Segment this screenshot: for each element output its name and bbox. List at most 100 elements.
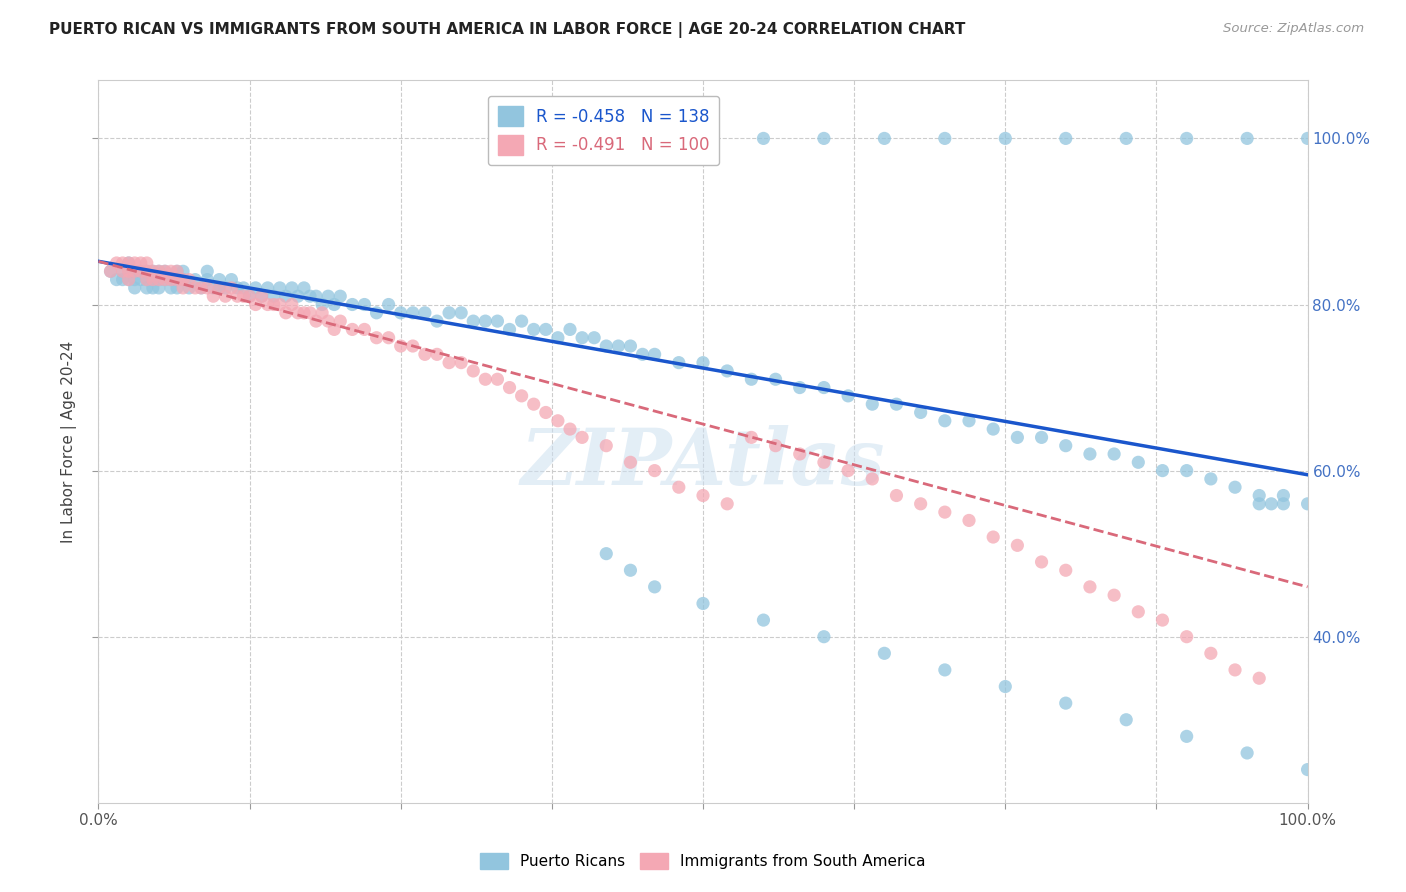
Point <box>813 131 835 145</box>
Point <box>281 297 304 311</box>
Point <box>195 272 218 286</box>
Point <box>486 372 509 386</box>
Point <box>239 289 262 303</box>
Point <box>402 339 425 353</box>
Point <box>269 297 291 311</box>
Point <box>813 380 835 394</box>
Text: ZIPAtlas: ZIPAtlas <box>520 425 886 501</box>
Point <box>886 489 908 503</box>
Point <box>1175 464 1198 478</box>
Point <box>1272 489 1295 503</box>
Point <box>1249 489 1271 503</box>
Point <box>463 364 485 378</box>
Point <box>994 131 1017 145</box>
Point <box>105 256 128 270</box>
Point <box>160 281 183 295</box>
Point <box>463 314 485 328</box>
Point <box>1249 497 1271 511</box>
Point <box>129 256 152 270</box>
Point <box>1175 730 1198 744</box>
Point <box>486 314 509 328</box>
Point <box>619 455 641 469</box>
Point <box>311 297 333 311</box>
Point <box>172 264 194 278</box>
Point <box>860 472 883 486</box>
Point <box>534 322 557 336</box>
Point <box>994 680 1017 694</box>
Point <box>274 289 297 303</box>
Point <box>250 289 273 303</box>
Point <box>523 322 546 336</box>
Point <box>221 272 243 286</box>
Point <box>135 264 157 278</box>
Point <box>148 272 170 286</box>
Point <box>571 331 593 345</box>
Point <box>837 464 859 478</box>
Point <box>179 281 201 295</box>
Point <box>789 447 811 461</box>
Point <box>740 372 762 386</box>
Point <box>323 297 346 311</box>
Point <box>957 414 980 428</box>
Point <box>934 505 956 519</box>
Point <box>523 397 546 411</box>
Point <box>692 131 714 145</box>
Point <box>129 264 152 278</box>
Point <box>353 297 375 311</box>
Point <box>789 380 811 394</box>
Point <box>160 272 183 286</box>
Point <box>619 339 641 353</box>
Point <box>129 264 152 278</box>
Point <box>437 306 460 320</box>
Point <box>214 281 236 295</box>
Point <box>547 331 569 345</box>
Point <box>124 264 146 278</box>
Point <box>498 380 520 394</box>
Point <box>558 422 581 436</box>
Point <box>124 264 146 278</box>
Point <box>292 306 315 320</box>
Point <box>644 347 666 361</box>
Point <box>860 397 883 411</box>
Point <box>142 264 165 278</box>
Point <box>184 272 207 286</box>
Point <box>765 439 787 453</box>
Point <box>311 306 333 320</box>
Point <box>299 306 322 320</box>
Point <box>256 281 278 295</box>
Point <box>166 281 188 295</box>
Point <box>281 281 304 295</box>
Point <box>135 256 157 270</box>
Point <box>342 322 364 336</box>
Point <box>118 256 141 270</box>
Point <box>450 356 472 370</box>
Point <box>1236 131 1258 145</box>
Point <box>377 297 399 311</box>
Point <box>269 281 291 295</box>
Point <box>100 264 122 278</box>
Point <box>752 613 775 627</box>
Point <box>142 281 165 295</box>
Point <box>377 331 399 345</box>
Point <box>1128 605 1150 619</box>
Point <box>142 264 165 278</box>
Point <box>208 272 231 286</box>
Point <box>287 289 309 303</box>
Point <box>153 264 176 278</box>
Point <box>1115 131 1137 145</box>
Point <box>668 480 690 494</box>
Point <box>124 272 146 286</box>
Point <box>111 264 134 278</box>
Point <box>160 264 183 278</box>
Point <box>184 281 207 295</box>
Point <box>1007 538 1029 552</box>
Point <box>1199 472 1222 486</box>
Point <box>426 314 449 328</box>
Point <box>208 281 231 295</box>
Point <box>135 281 157 295</box>
Point <box>274 306 297 320</box>
Point <box>263 297 285 311</box>
Point <box>135 272 157 286</box>
Point <box>644 580 666 594</box>
Point <box>323 322 346 336</box>
